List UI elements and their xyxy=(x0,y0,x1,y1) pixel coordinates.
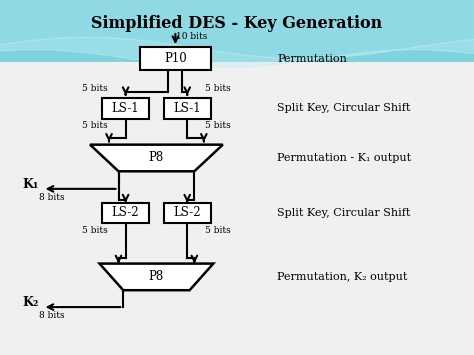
Text: LS-2: LS-2 xyxy=(112,207,139,219)
Text: K₂: K₂ xyxy=(23,296,39,309)
Bar xyxy=(102,98,149,119)
Text: 5 bits: 5 bits xyxy=(205,121,231,130)
Text: P10: P10 xyxy=(164,52,187,65)
Text: LS-2: LS-2 xyxy=(173,207,201,219)
Polygon shape xyxy=(0,0,474,62)
Text: 8 bits: 8 bits xyxy=(39,193,65,202)
Text: 5 bits: 5 bits xyxy=(82,226,108,235)
Bar xyxy=(140,47,211,70)
Text: LS-1: LS-1 xyxy=(112,102,139,115)
Text: Split Key, Circular Shift: Split Key, Circular Shift xyxy=(277,208,410,218)
Text: Permutation, K₂ output: Permutation, K₂ output xyxy=(277,272,408,282)
Text: 5 bits: 5 bits xyxy=(82,121,108,130)
Text: 5 bits: 5 bits xyxy=(205,226,231,235)
Text: P8: P8 xyxy=(149,271,164,283)
Text: 5 bits: 5 bits xyxy=(205,83,231,93)
Text: 8 bits: 8 bits xyxy=(39,311,65,321)
Text: K₁: K₁ xyxy=(23,178,39,191)
Bar xyxy=(164,98,211,119)
Bar xyxy=(164,203,211,223)
Text: 5 bits: 5 bits xyxy=(82,83,108,93)
Text: Permutation - K₁ output: Permutation - K₁ output xyxy=(277,153,411,163)
Text: Simplified DES - Key Generation: Simplified DES - Key Generation xyxy=(91,15,383,32)
Bar xyxy=(102,203,149,223)
Text: LS-1: LS-1 xyxy=(173,102,201,115)
Text: Split Key, Circular Shift: Split Key, Circular Shift xyxy=(277,103,410,113)
Text: 10 bits: 10 bits xyxy=(176,32,208,41)
Polygon shape xyxy=(90,145,223,171)
Text: Permutation: Permutation xyxy=(277,54,347,64)
Text: P8: P8 xyxy=(149,152,164,164)
Polygon shape xyxy=(100,263,213,290)
